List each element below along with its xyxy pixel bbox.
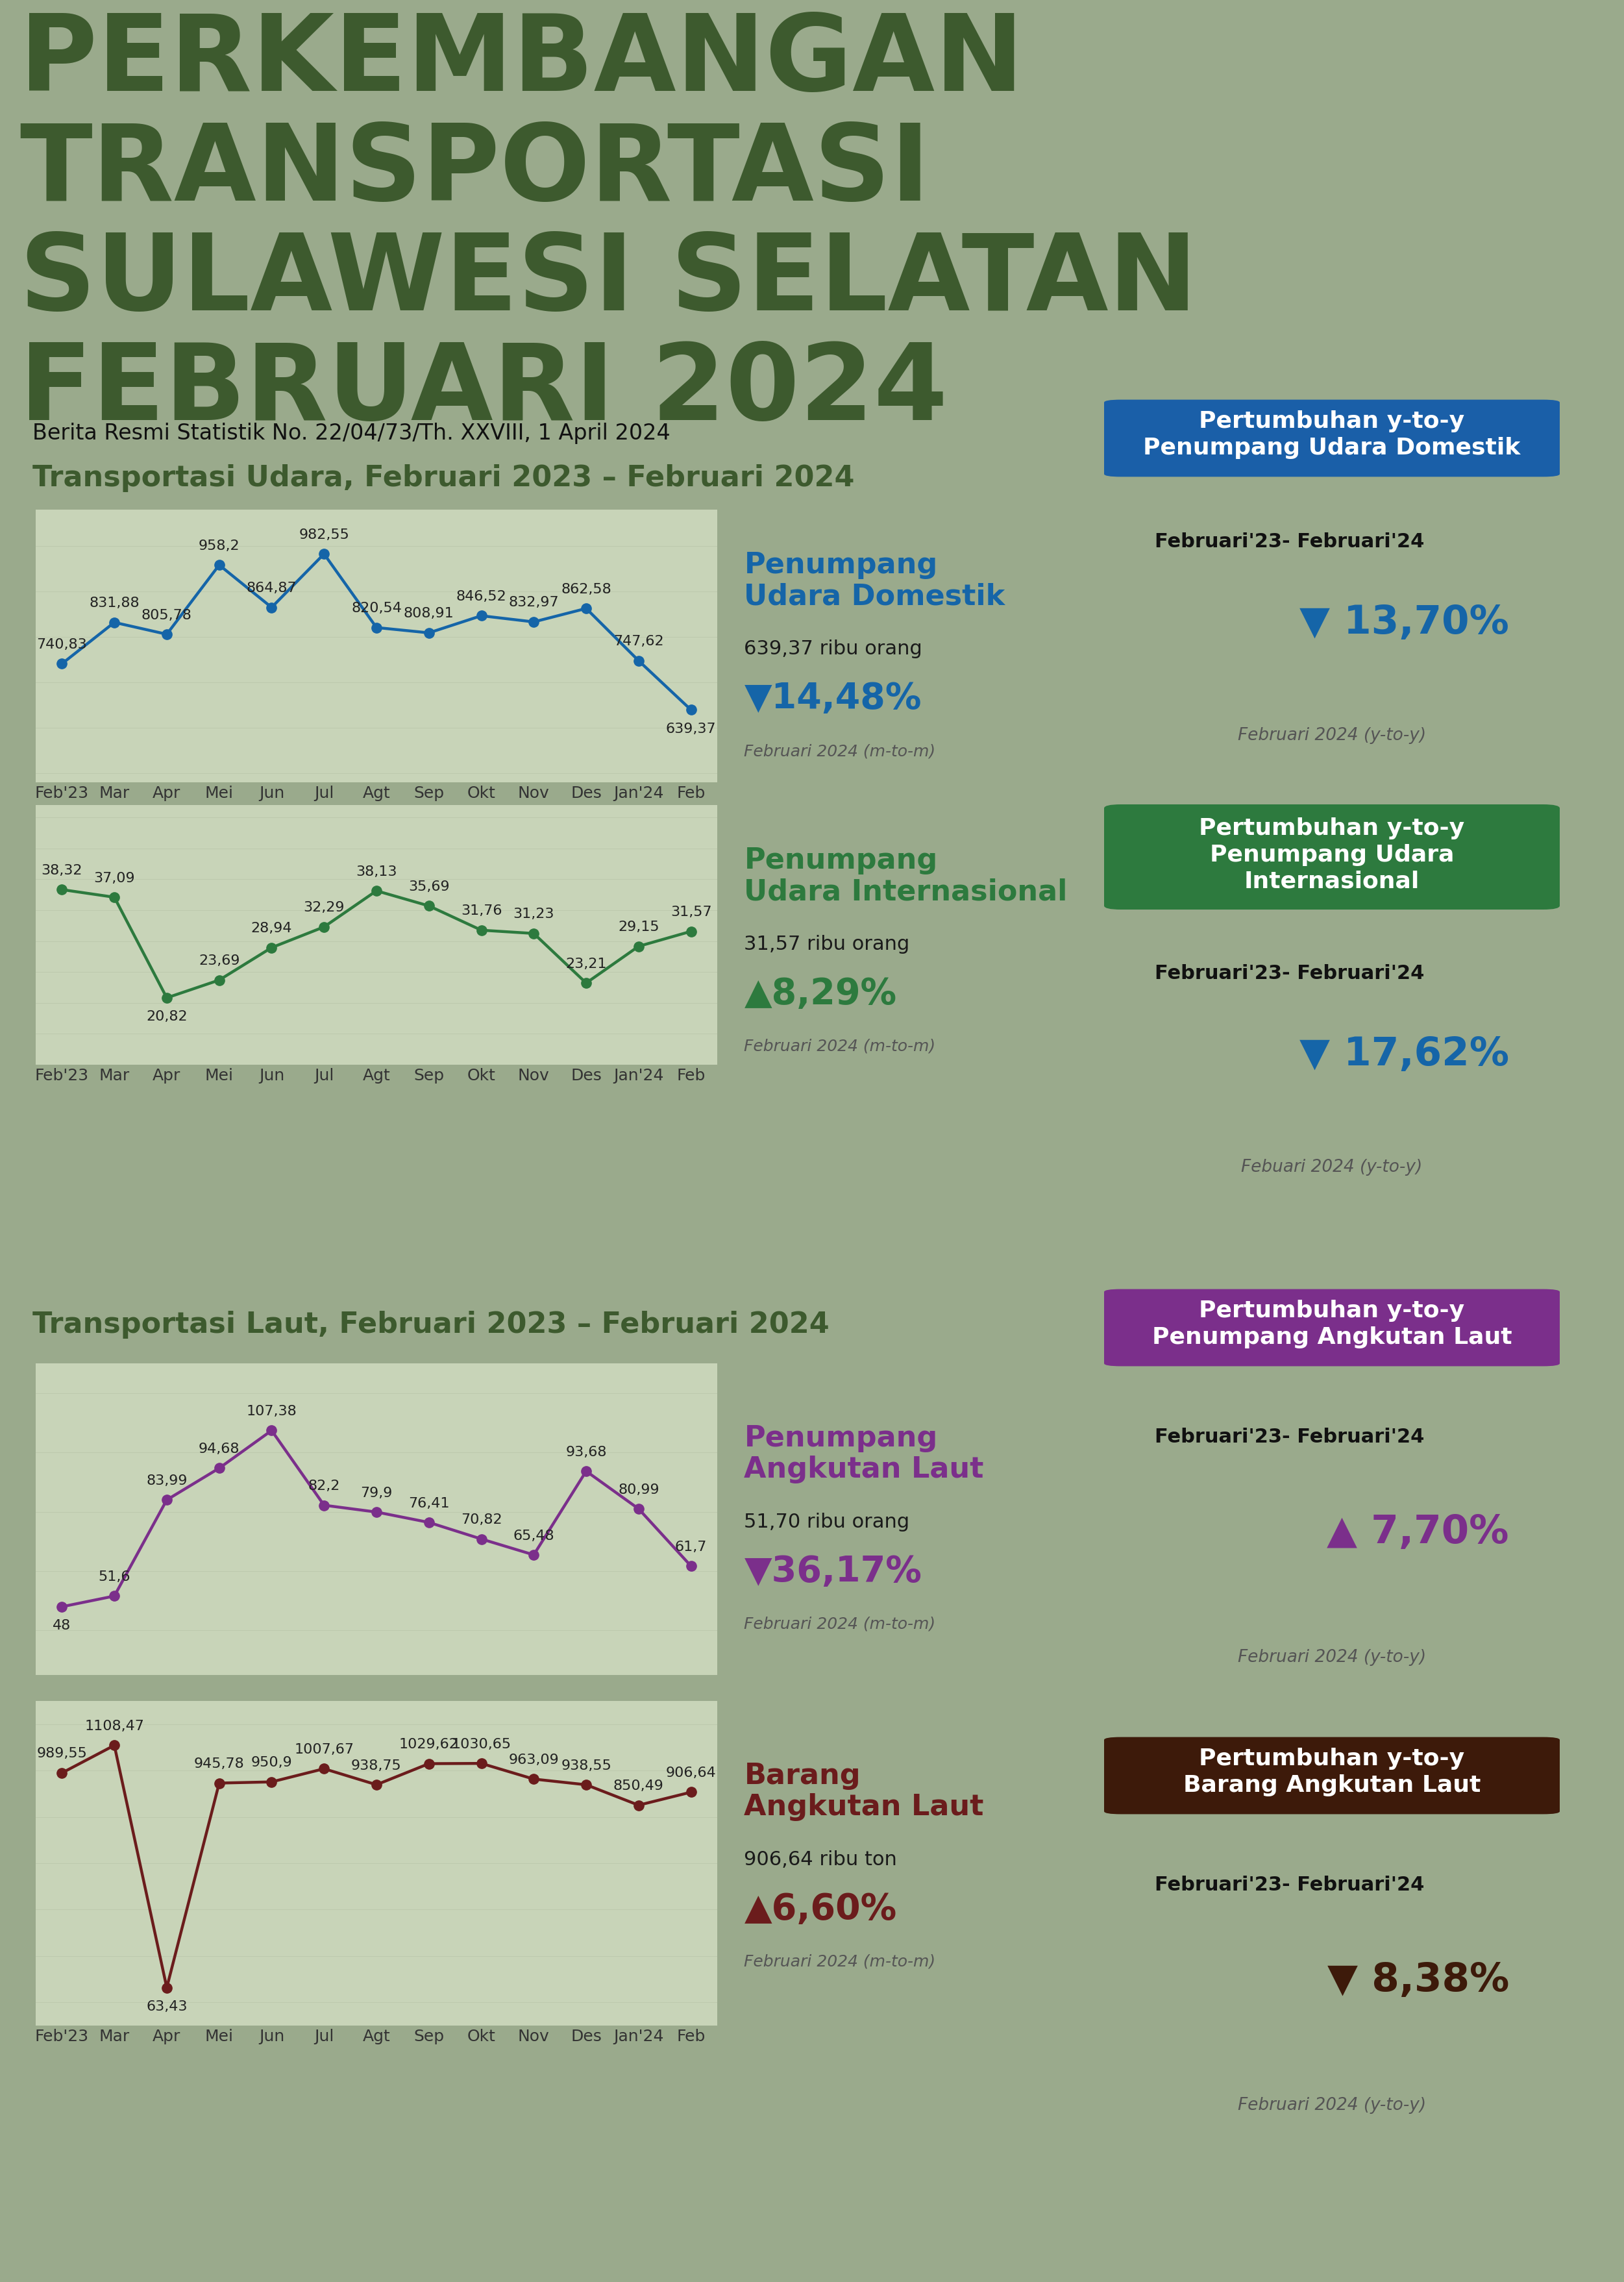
Text: 639,37: 639,37 (666, 723, 716, 735)
Text: 29,15: 29,15 (619, 920, 659, 933)
Text: 35,69: 35,69 (408, 881, 450, 892)
Text: 107,38: 107,38 (247, 1406, 297, 1417)
Text: 1029,62: 1029,62 (400, 1739, 458, 1750)
Text: Februari 2024 (m-to-m): Februari 2024 (m-to-m) (744, 1616, 935, 1632)
Text: 945,78: 945,78 (193, 1757, 245, 1771)
Text: 38,13: 38,13 (356, 865, 398, 879)
Text: Februari 2024 (y-to-y): Februari 2024 (y-to-y) (1237, 1650, 1426, 1666)
Text: 94,68: 94,68 (198, 1442, 240, 1456)
Text: 65,48: 65,48 (513, 1529, 554, 1543)
Text: ▲8,29%: ▲8,29% (744, 977, 896, 1011)
FancyBboxPatch shape (1104, 803, 1559, 911)
Text: 982,55: 982,55 (299, 529, 349, 541)
Text: 1108,47: 1108,47 (84, 1721, 145, 1732)
Text: Februari 2024 (y-to-y): Februari 2024 (y-to-y) (1237, 2097, 1426, 2113)
Text: Penumpang
Udara Internasional: Penumpang Udara Internasional (744, 847, 1067, 906)
Text: ▲6,60%: ▲6,60% (744, 1892, 896, 1926)
Text: Februari 2024 (m-to-m): Februari 2024 (m-to-m) (744, 744, 935, 760)
FancyBboxPatch shape (1104, 399, 1559, 477)
Text: Februari'23- Februari'24: Februari'23- Februari'24 (1155, 1429, 1424, 1447)
Text: 808,91: 808,91 (404, 607, 455, 621)
Text: 48: 48 (52, 1620, 71, 1632)
Text: 51,70 ribu orang: 51,70 ribu orang (744, 1513, 909, 1531)
Text: 740,83: 740,83 (37, 639, 88, 650)
Text: 864,87: 864,87 (247, 582, 297, 596)
Text: Februari'23- Februari'24: Februari'23- Februari'24 (1155, 1876, 1424, 1894)
Text: Pertumbuhan y-to-y
Penumpang Udara
Internasional: Pertumbuhan y-to-y Penumpang Udara Inter… (1199, 817, 1465, 892)
Text: 63,43: 63,43 (146, 2001, 187, 2013)
Text: Penumpang
Angkutan Laut: Penumpang Angkutan Laut (744, 1424, 984, 1483)
Text: 61,7: 61,7 (676, 1540, 706, 1554)
Text: 831,88: 831,88 (89, 598, 140, 609)
Text: Transportasi Laut, Februari 2023 – Februari 2024: Transportasi Laut, Februari 2023 – Febru… (32, 1312, 830, 1340)
Text: 31,23: 31,23 (513, 908, 554, 922)
Text: ▼36,17%: ▼36,17% (744, 1554, 922, 1588)
Text: 80,99: 80,99 (619, 1483, 659, 1497)
Text: 23,21: 23,21 (565, 958, 607, 970)
Text: 76,41: 76,41 (408, 1497, 450, 1511)
Text: 950,9: 950,9 (252, 1757, 292, 1769)
Text: Pertumbuhan y-to-y
Penumpang Udara Domestik: Pertumbuhan y-to-y Penumpang Udara Domes… (1143, 411, 1520, 459)
Text: 82,2: 82,2 (309, 1479, 339, 1492)
Text: 906,64: 906,64 (666, 1766, 716, 1780)
Text: 1007,67: 1007,67 (294, 1743, 354, 1757)
Text: 963,09: 963,09 (508, 1753, 559, 1766)
Text: 93,68: 93,68 (565, 1445, 607, 1458)
Text: Februari 2024 (m-to-m): Februari 2024 (m-to-m) (744, 1953, 935, 1969)
Text: 938,75: 938,75 (351, 1759, 401, 1773)
Text: Februari'23- Februari'24: Februari'23- Februari'24 (1155, 532, 1424, 552)
Text: 51,6: 51,6 (99, 1570, 130, 1584)
Text: 846,52: 846,52 (456, 591, 507, 602)
Text: 958,2: 958,2 (198, 539, 240, 552)
Text: 862,58: 862,58 (560, 582, 611, 596)
Text: ▼ 8,38%: ▼ 8,38% (1327, 1960, 1509, 1999)
Text: 20,82: 20,82 (146, 1011, 187, 1022)
Text: ▼ 17,62%: ▼ 17,62% (1299, 1036, 1509, 1075)
Text: 747,62: 747,62 (614, 634, 664, 648)
Text: 32,29: 32,29 (304, 901, 344, 915)
Text: 23,69: 23,69 (198, 954, 240, 968)
Text: 832,97: 832,97 (508, 596, 559, 609)
Text: Barang
Angkutan Laut: Barang Angkutan Laut (744, 1762, 984, 1821)
Text: 989,55: 989,55 (37, 1748, 88, 1759)
Text: Februari'23- Februari'24: Februari'23- Februari'24 (1155, 963, 1424, 984)
Text: 28,94: 28,94 (252, 922, 292, 936)
Text: 79,9: 79,9 (361, 1486, 393, 1499)
Text: ▼ 13,70%: ▼ 13,70% (1299, 605, 1509, 641)
Text: ▼14,48%: ▼14,48% (744, 680, 922, 717)
Text: Pertumbuhan y-to-y
Penumpang Angkutan Laut: Pertumbuhan y-to-y Penumpang Angkutan La… (1151, 1301, 1512, 1349)
Text: 820,54: 820,54 (351, 602, 401, 614)
Text: 70,82: 70,82 (461, 1513, 502, 1527)
Text: 31,57: 31,57 (671, 906, 711, 920)
Text: 938,55: 938,55 (560, 1759, 612, 1773)
Text: Berita Resmi Statistik No. 22/04/73/Th. XXVIII, 1 April 2024: Berita Resmi Statistik No. 22/04/73/Th. … (32, 422, 671, 445)
FancyBboxPatch shape (1104, 1737, 1559, 1814)
Text: ▲ 7,70%: ▲ 7,70% (1327, 1513, 1509, 1552)
Text: 38,32: 38,32 (41, 865, 83, 876)
FancyBboxPatch shape (1104, 1289, 1559, 1367)
Text: Penumpang
Udara Domestik: Penumpang Udara Domestik (744, 552, 1005, 609)
Text: 906,64 ribu ton: 906,64 ribu ton (744, 1851, 898, 1869)
Text: 31,57 ribu orang: 31,57 ribu orang (744, 936, 909, 954)
Text: Februari 2024 (m-to-m): Februari 2024 (m-to-m) (744, 1038, 935, 1054)
Text: 83,99: 83,99 (146, 1474, 187, 1488)
Text: 1030,65: 1030,65 (451, 1739, 512, 1750)
Text: Febuari 2024 (y-to-y): Febuari 2024 (y-to-y) (1241, 1159, 1423, 1175)
Text: 805,78: 805,78 (141, 609, 192, 621)
Text: 639,37 ribu orang: 639,37 ribu orang (744, 639, 922, 657)
Text: Februari 2024 (y-to-y): Februari 2024 (y-to-y) (1237, 728, 1426, 744)
Text: Transportasi Udara, Februari 2023 – Februari 2024: Transportasi Udara, Februari 2023 – Febr… (32, 463, 854, 493)
Text: 31,76: 31,76 (461, 904, 502, 917)
Text: Pertumbuhan y-to-y
Barang Angkutan Laut: Pertumbuhan y-to-y Barang Angkutan Laut (1184, 1748, 1481, 1796)
Text: PERKEMBANGAN
TRANSPORTASI
SULAWESI SELATAN
FEBRUARI 2024: PERKEMBANGAN TRANSPORTASI SULAWESI SELAT… (19, 9, 1197, 443)
Text: 37,09: 37,09 (94, 872, 135, 885)
Text: 850,49: 850,49 (614, 1780, 664, 1794)
